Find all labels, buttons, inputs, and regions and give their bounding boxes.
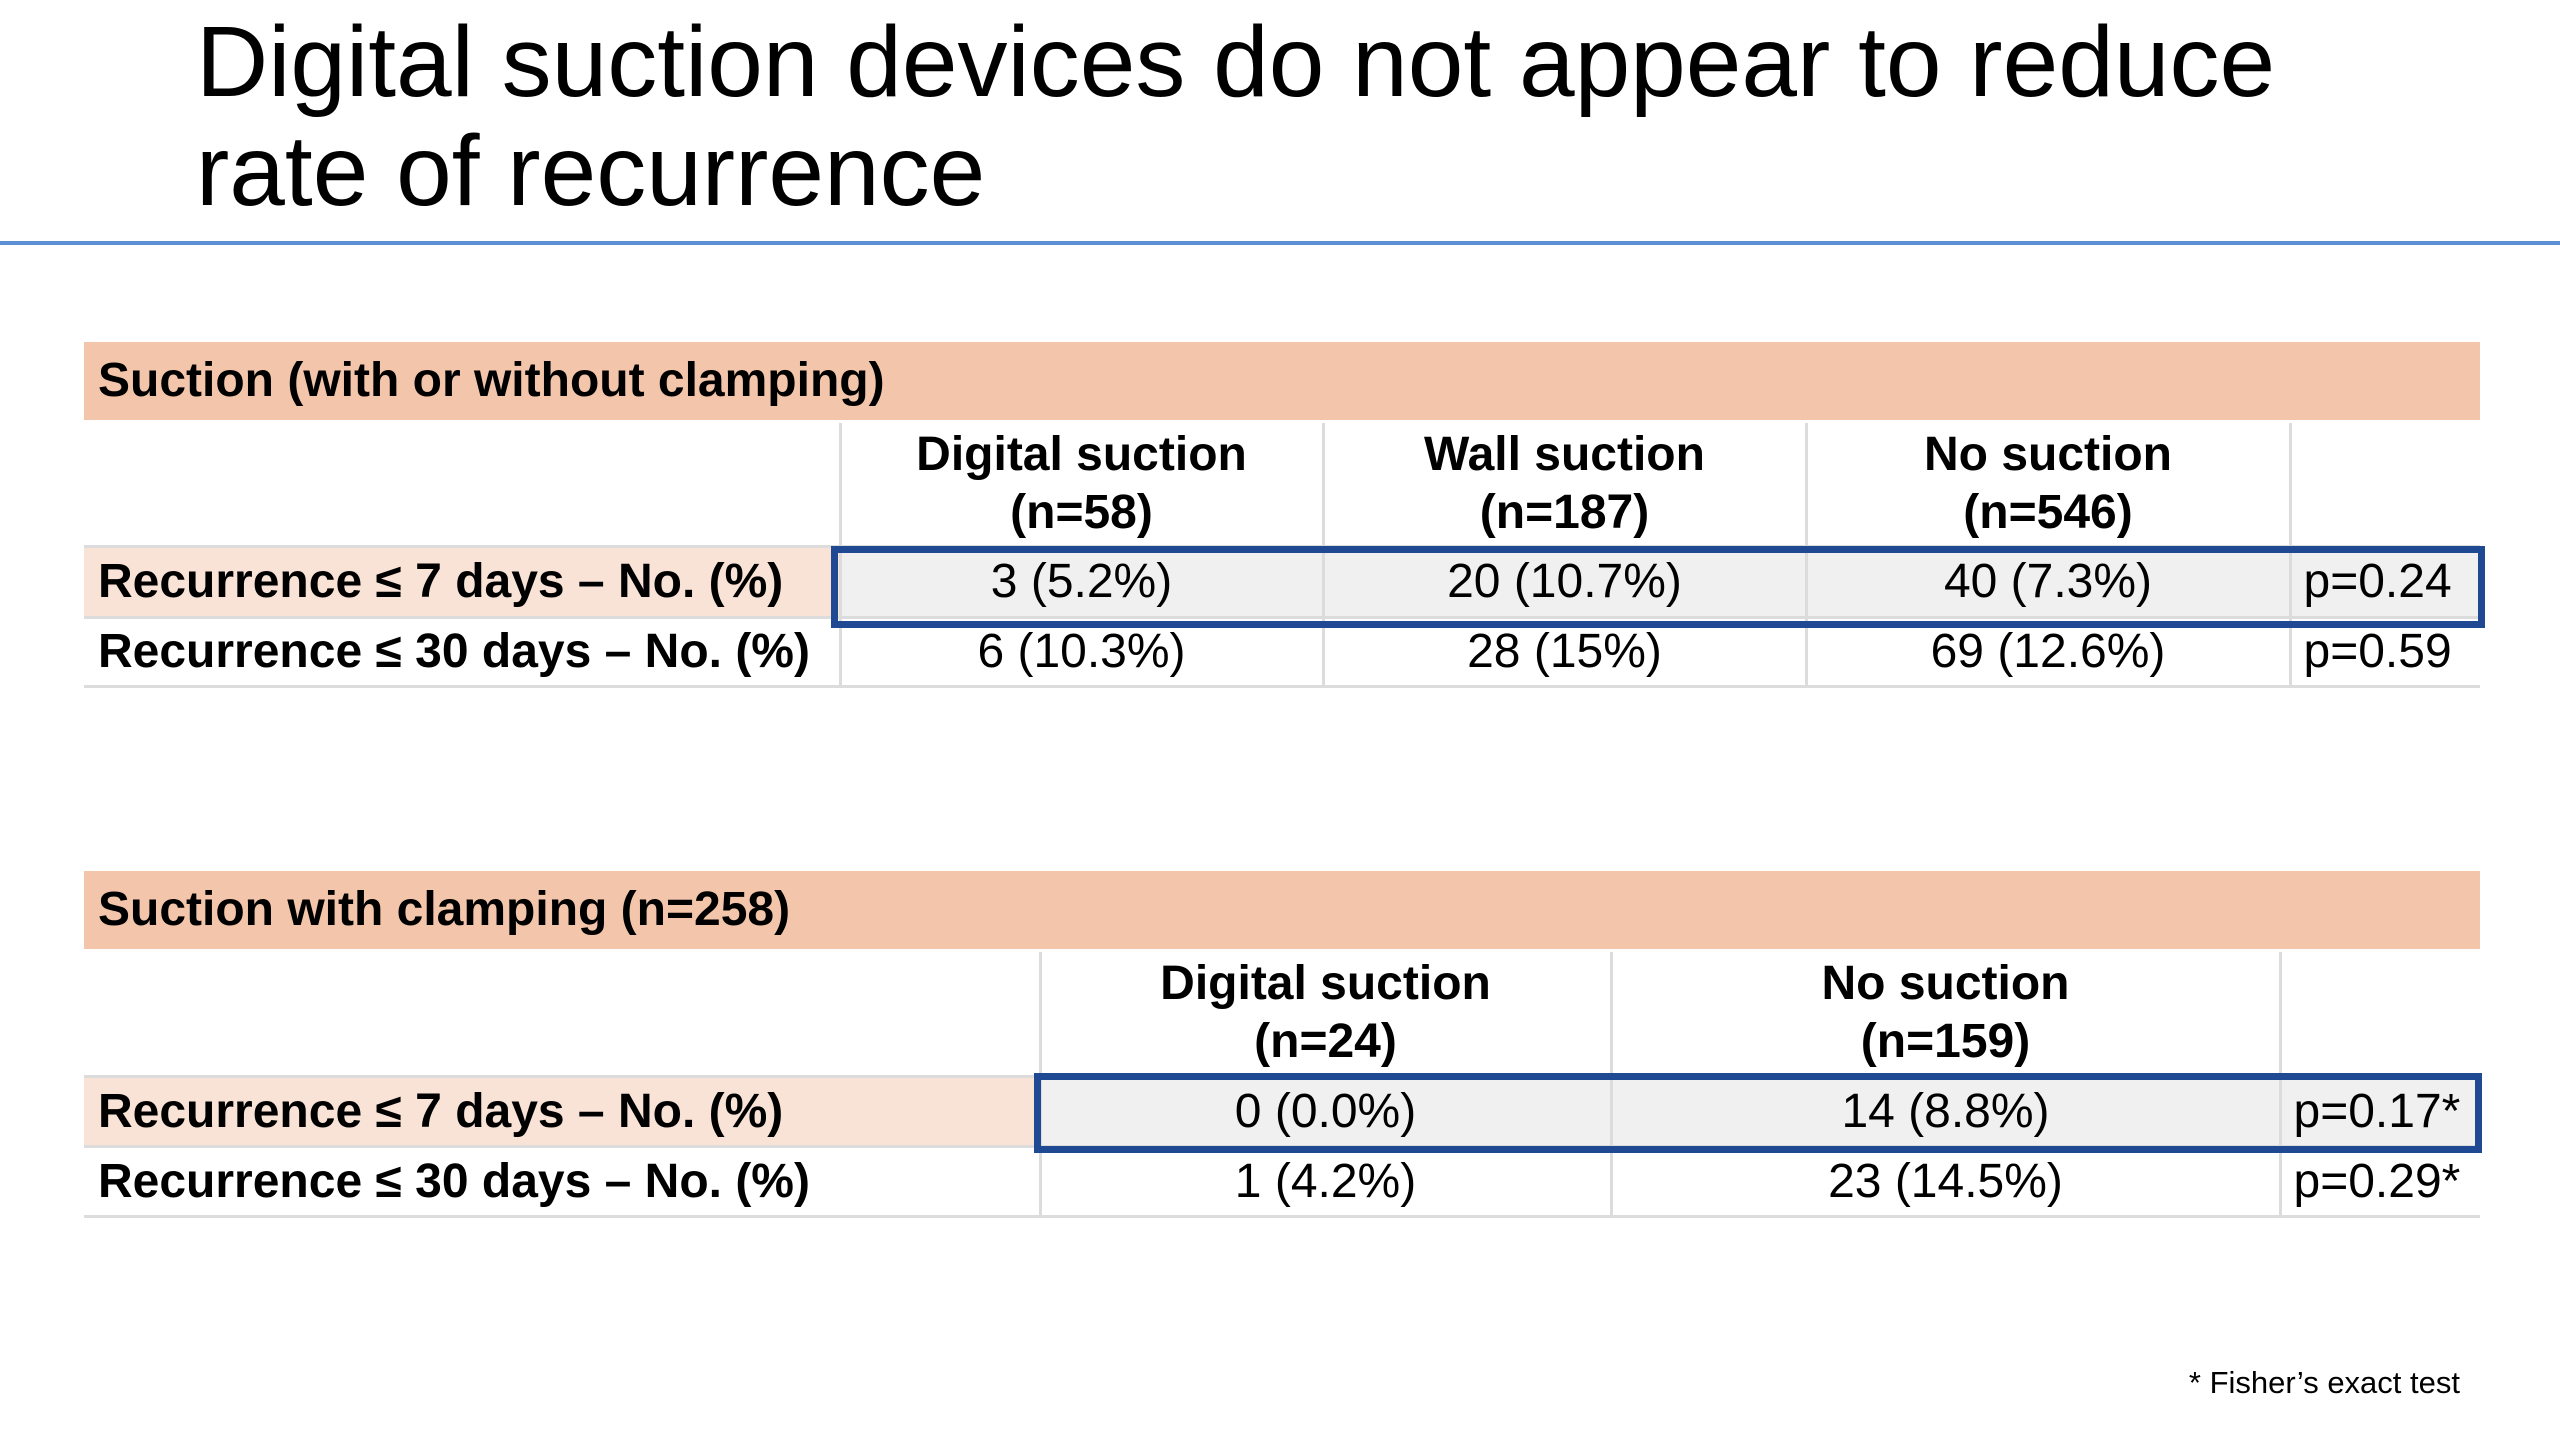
table-section-header: Suction (with or without clamping) [84,342,2481,423]
column-header-no-suction: No suction (n=546) [1804,421,2290,546]
table-row-recurrence-30-days: Recurrence ≤ 30 days – No. (%) 1 (4.2%) … [84,1144,2481,1218]
row-label: Recurrence ≤ 7 days – No. (%) [84,544,840,617]
slide-title-line2: rate of recurrence [196,115,986,227]
table-column-headers: Digital suction (n=58) Wall suction (n=1… [84,421,2481,546]
header-empty-cell [84,421,840,546]
slide-title-line1: Digital suction devices do not appear to… [196,6,2276,118]
cell-digital-suction: 6 (10.3%) [838,615,1323,688]
footnote: * Fisher’s exact test [2188,1365,2460,1400]
cell-no-suction: 14 (8.8%) [1609,1074,2280,1146]
column-n: (n=24) [1254,1015,1397,1068]
title-divider [0,241,2560,245]
cell-digital-suction: 3 (5.2%) [838,544,1323,617]
header-empty-cell [84,950,1040,1076]
row-label: Recurrence ≤ 30 days – No. (%) [84,1144,1040,1218]
column-n: (n=159) [1860,1015,2031,1068]
row-label: Recurrence ≤ 30 days – No. (%) [84,615,840,688]
column-n: (n=546) [1963,485,2133,539]
section-title: Suction with clamping (n=258) [84,871,2481,952]
table-row-recurrence-7-days: Recurrence ≤ 7 days – No. (%) 0 (0.0%) 1… [84,1074,2481,1146]
table-row-recurrence-30-days: Recurrence ≤ 30 days – No. (%) 6 (10.3%)… [84,615,2481,688]
cell-p-value: p=0.24 [2288,544,2481,617]
column-header-no-suction: No suction (n=159) [1609,950,2280,1076]
table-suction-all: Suction (with or without clamping) Digit… [84,342,2481,688]
column-name: Digital suction [916,427,1247,481]
header-p-cell [2278,950,2481,1076]
table-row-recurrence-7-days: Recurrence ≤ 7 days – No. (%) 3 (5.2%) 2… [84,544,2481,617]
column-n: (n=187) [1479,485,1650,539]
column-name: No suction [1924,427,2172,481]
header-p-cell [2288,421,2481,546]
column-header-wall-suction: Wall suction (n=187) [1321,421,1806,546]
column-name: No suction [1821,957,2070,1010]
cell-wall-suction: 20 (10.7%) [1321,544,1806,617]
table-section-header: Suction with clamping (n=258) [84,871,2481,952]
cell-p-value: p=0.59 [2288,615,2481,688]
cell-p-value: p=0.17* [2278,1074,2481,1146]
cell-p-value: p=0.29* [2278,1144,2481,1218]
cell-no-suction: 23 (14.5%) [1609,1144,2280,1218]
table-column-headers: Digital suction (n=24) No suction (n=159… [84,950,2481,1076]
column-header-digital-suction: Digital suction (n=58) [838,421,1323,546]
section-title: Suction (with or without clamping) [84,342,2481,423]
cell-no-suction: 69 (12.6%) [1804,615,2290,688]
cell-wall-suction: 28 (15%) [1321,615,1806,688]
table-suction-with-clamping: Suction with clamping (n=258) Digital su… [84,871,2481,1218]
cell-no-suction: 40 (7.3%) [1804,544,2290,617]
column-name: Digital suction [1160,957,1491,1010]
cell-digital-suction: 0 (0.0%) [1038,1074,1611,1146]
column-n: (n=58) [1010,485,1153,539]
column-name: Wall suction [1424,427,1705,481]
slide-title: Digital suction devices do not appear to… [196,8,2496,226]
row-label: Recurrence ≤ 7 days – No. (%) [84,1074,1040,1146]
cell-digital-suction: 1 (4.2%) [1038,1144,1611,1218]
column-header-digital-suction: Digital suction (n=24) [1038,950,1611,1076]
